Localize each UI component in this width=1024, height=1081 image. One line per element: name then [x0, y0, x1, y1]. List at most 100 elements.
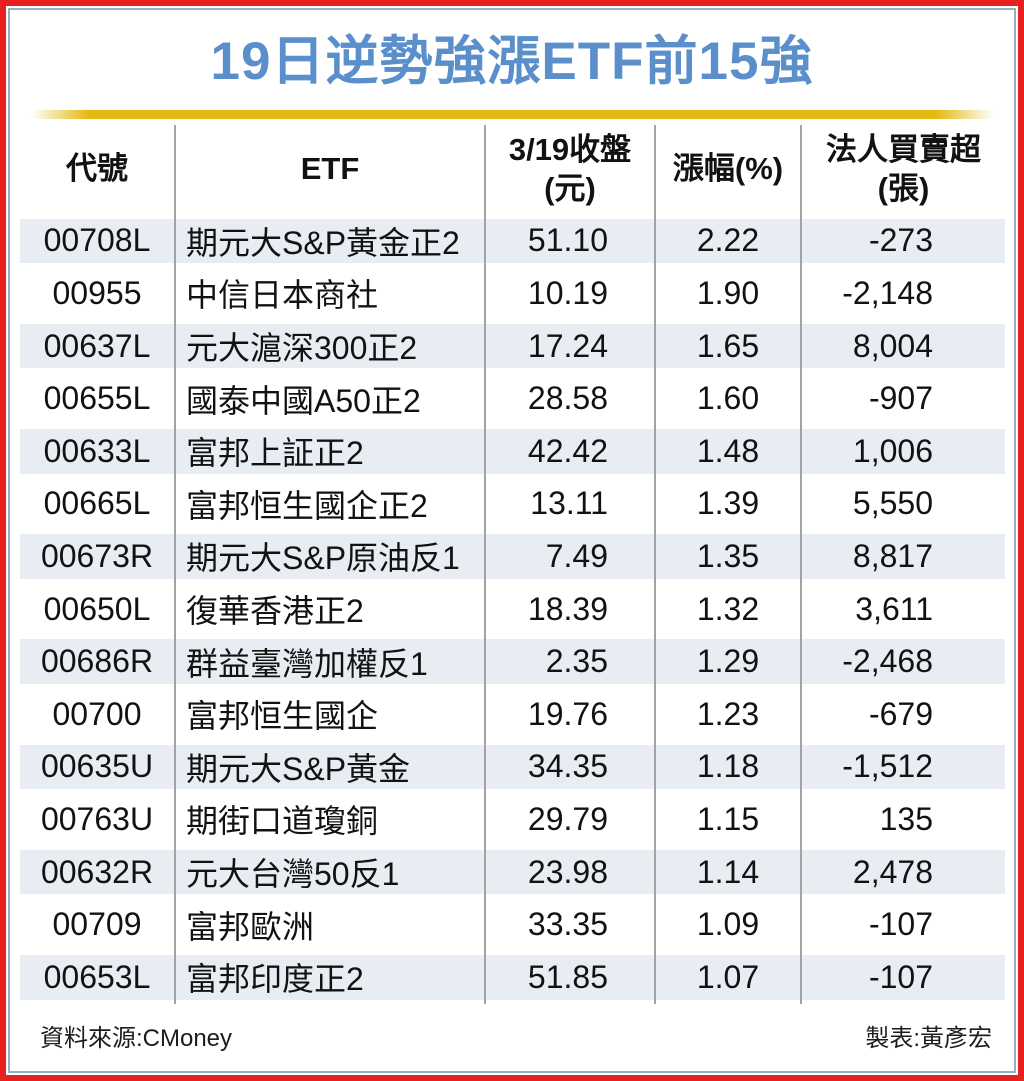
cell-code: 00635U: [20, 740, 175, 794]
etf-ranking-table: 代號 ETF 3/19收盤 (元) 漲幅(%) 法人買賣超 (張) 00708L…: [20, 124, 1005, 1004]
cell-etf-name: 富邦恒生國企正2: [174, 477, 485, 531]
table-row: 00632R 元大台灣50反1 23.98 1.14 2,478: [20, 845, 1005, 899]
cell-institutional-net: -679: [800, 687, 1005, 741]
table-row: 00633L 富邦上証正2 42.42 1.48 1,006: [20, 424, 1005, 478]
cell-change-pct: 1.39: [654, 477, 801, 531]
cell-code: 00709: [52, 906, 142, 943]
cell-change-pct: 1.29: [654, 635, 801, 688]
cell-close-price: 18.39: [484, 582, 655, 636]
cell-close-price: 7.49: [484, 530, 655, 583]
table-row: 00650L 復華香港正2 18.39 1.32 3,611: [20, 582, 1005, 636]
cell-etf-name: 富邦恒生國企: [174, 687, 485, 741]
cell-institutional-net: 8,004: [800, 319, 1005, 373]
table-row: 00708L 期元大S&P黃金正2 51.10 2.22 -273: [20, 214, 1005, 268]
cell-close-price: 28.58: [484, 372, 655, 425]
cell-institutional-net: -2,468: [800, 635, 1005, 688]
gold-divider-rule: [30, 109, 994, 119]
table-row: 00686R 群益臺灣加權反1 2.35 1.29 -2,468: [20, 635, 1005, 688]
cell-code: 00655L: [43, 380, 151, 417]
cell-etf-name: 復華香港正2: [174, 582, 485, 636]
cell-etf-name: 期元大S&P黃金: [174, 740, 485, 794]
cell-etf-name: 群益臺灣加權反1: [174, 635, 485, 688]
cell-close-price: 2.35: [484, 635, 655, 688]
cell-institutional-net: 8,817: [800, 530, 1005, 583]
footer-data-source: 資料來源:CMoney: [40, 1024, 233, 1052]
cell-close-price: 13.11: [484, 477, 655, 531]
cell-code: 00708L: [20, 214, 175, 268]
cell-institutional-net: 3,611: [800, 582, 1005, 636]
cell-etf-name: 富邦歐洲: [174, 898, 485, 951]
header-institutional-net: 法人買賣超 (張): [800, 124, 1005, 215]
cell-code: 00686R: [20, 635, 175, 688]
cell-code: 00633L: [20, 424, 175, 478]
cell-close-price: 29.79: [484, 793, 655, 846]
cell-code: 00650L: [43, 590, 151, 627]
cell-code: 00673R: [20, 530, 175, 583]
cell-code: 00665L: [43, 485, 151, 522]
cell-code: 00653L: [20, 950, 175, 1004]
header-etf-name: ETF: [174, 124, 485, 215]
cell-close-price: 17.24: [484, 319, 655, 373]
cell-change-pct: 1.60: [654, 372, 801, 425]
cell-change-pct: 1.09: [654, 898, 801, 951]
cell-change-pct: 1.32: [654, 582, 801, 636]
cell-etf-name: 元大台灣50反1: [174, 845, 485, 899]
cell-institutional-net: 1,006: [800, 424, 1005, 478]
cell-code: 00763U: [40, 800, 154, 837]
cell-code: 00637L: [20, 319, 175, 373]
header-change-pct: 漲幅(%): [654, 124, 801, 215]
cell-change-pct: 1.14: [654, 845, 801, 899]
cell-institutional-net: -273: [800, 214, 1005, 268]
header-close-price: 3/19收盤 (元): [484, 124, 655, 215]
cell-institutional-net: -107: [800, 950, 1005, 1004]
cell-institutional-net: -107: [800, 898, 1005, 951]
cell-change-pct: 2.22: [654, 214, 801, 268]
cell-change-pct: 1.15: [654, 793, 801, 846]
cell-change-pct: 1.07: [654, 950, 801, 1004]
cell-institutional-net: -1,512: [800, 740, 1005, 794]
cell-close-price: 51.85: [484, 950, 655, 1004]
cell-etf-name: 國泰中國A50正2: [174, 372, 485, 425]
table-row: 00653L 富邦印度正2 51.85 1.07 -107: [20, 950, 1005, 1004]
cell-change-pct: 1.48: [654, 424, 801, 478]
cell-etf-name: 富邦上証正2: [174, 424, 485, 478]
cell-institutional-net: 135: [800, 793, 1005, 846]
footer: 資料來源:CMoney 製表:黃彥宏: [40, 1018, 992, 1053]
cell-close-price: 51.10: [484, 214, 655, 268]
cell-change-pct: 1.35: [654, 530, 801, 583]
cell-etf-name: 期元大S&P原油反1: [174, 530, 485, 583]
cell-etf-name: 期元大S&P黃金正2: [174, 214, 485, 268]
table-row: 00635U 期元大S&P黃金 34.35 1.18 -1,512: [20, 740, 1005, 794]
table-row: 00700 富邦恒生國企 19.76 1.23 -679: [20, 687, 1005, 741]
table-row: 00955 中信日本商社 10.19 1.90 -2,148: [20, 267, 1005, 320]
header-code: 代號: [66, 151, 128, 187]
cell-etf-name: 元大滬深300正2: [174, 319, 485, 373]
cell-close-price: 34.35: [484, 740, 655, 794]
content-panel: 19日逆勢強漲ETF前15強 代號 ETF 3/19收盤 (元) 漲幅(%) 法…: [8, 8, 1016, 1073]
cell-etf-name: 富邦印度正2: [174, 950, 485, 1004]
cell-institutional-net: -2,148: [800, 267, 1005, 320]
cell-close-price: 10.19: [484, 267, 655, 320]
cell-etf-name: 中信日本商社: [174, 267, 485, 320]
cell-code: 00955: [52, 274, 142, 311]
table-header-row: 代號 ETF 3/19收盤 (元) 漲幅(%) 法人買賣超 (張): [20, 124, 1005, 215]
cell-institutional-net: -907: [800, 372, 1005, 425]
table-row: 00709 富邦歐洲 33.35 1.09 -107: [20, 898, 1005, 951]
page-title: 19日逆勢強漲ETF前15強: [210, 32, 814, 91]
footer-credit: 製表:黃彥宏: [865, 1024, 992, 1052]
cell-etf-name: 期街口道瓊銅: [174, 793, 485, 846]
table-row: 00665L 富邦恒生國企正2 13.11 1.39 5,550: [20, 477, 1005, 531]
cell-close-price: 23.98: [484, 845, 655, 899]
cell-code: 00700: [52, 695, 142, 732]
cell-change-pct: 1.23: [654, 687, 801, 741]
table-row: 00637L 元大滬深300正2 17.24 1.65 8,004: [20, 319, 1005, 373]
cell-code: 00632R: [20, 845, 175, 899]
cell-close-price: 19.76: [484, 687, 655, 741]
cell-change-pct: 1.18: [654, 740, 801, 794]
cell-close-price: 33.35: [484, 898, 655, 951]
table-row: 00673R 期元大S&P原油反1 7.49 1.35 8,817: [20, 530, 1005, 583]
cell-institutional-net: 2,478: [800, 845, 1005, 899]
cell-institutional-net: 5,550: [800, 477, 1005, 531]
table-row: 00763U 期街口道瓊銅 29.79 1.15 135: [20, 793, 1005, 846]
